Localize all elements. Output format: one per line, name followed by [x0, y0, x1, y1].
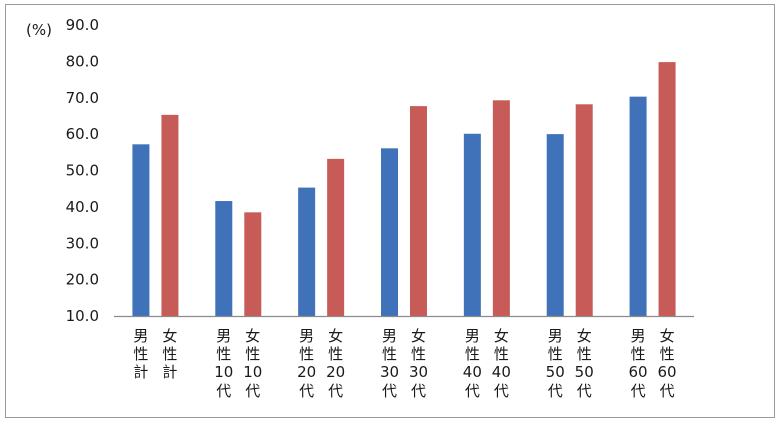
bar — [381, 148, 398, 316]
x-tick-label: 性 — [299, 345, 314, 363]
x-tick-label: 男 — [299, 327, 314, 345]
bar — [327, 158, 345, 316]
x-tick-label: 男 — [382, 327, 397, 345]
y-tick-label: 20.0 — [66, 271, 99, 289]
x-tick-label: 代 — [494, 382, 509, 400]
x-tick-label: 性 — [411, 345, 426, 363]
x-tick-label: 50 — [546, 363, 565, 381]
x-tick-label: 男 — [631, 327, 646, 345]
x-tick-label: 50 — [575, 363, 594, 381]
bar — [161, 114, 179, 316]
y-tick-label: 70.0 — [66, 89, 99, 107]
x-tick-label: 性 — [660, 345, 675, 363]
bar — [463, 133, 481, 316]
chart-frame: (%) 10.0 20.0 30.0 40.0 50.0 60.0 70.0 80.0 90.0… — [5, 4, 775, 418]
x-tick-label: 代 — [299, 382, 314, 400]
x-tick-label: 代 — [631, 382, 646, 400]
x-tick-label: 代 — [548, 382, 563, 400]
x-tick-label: 男 — [216, 327, 231, 345]
x-tick-label: 性 — [548, 345, 563, 363]
x-tick-label: 代 — [328, 382, 343, 400]
x-tick-label: 性 — [631, 345, 646, 363]
x-tick-label: 女 — [245, 327, 260, 345]
bar — [244, 212, 262, 316]
x-tick-label: 10 — [243, 363, 262, 381]
x-tick-label: 60 — [629, 363, 648, 381]
x-tick-label: 女 — [494, 327, 509, 345]
x-tick-label: 女 — [660, 327, 675, 345]
y-tick-label: 10.0 — [66, 307, 99, 325]
y-unit-label: (%) — [26, 21, 52, 39]
x-tick-label: 女 — [328, 327, 343, 345]
x-tick-label: 計 — [162, 363, 177, 381]
x-tick-label: 60 — [658, 363, 677, 381]
x-tick-label: 40 — [463, 363, 482, 381]
x-tick-label: 30 — [409, 363, 428, 381]
bars — [132, 62, 676, 317]
y-tick-label: 50.0 — [66, 162, 99, 180]
x-tick-label: 性 — [133, 345, 148, 363]
bar — [132, 144, 150, 316]
bar — [298, 187, 316, 316]
bar — [492, 100, 510, 316]
x-tick-label: 40 — [492, 363, 511, 381]
y-tick-label: 80.0 — [66, 52, 99, 70]
y-tick-label: 60.0 — [66, 125, 99, 143]
x-tick-label: 性 — [382, 345, 397, 363]
x-tick-label: 代 — [411, 382, 426, 400]
bar — [410, 106, 427, 317]
x-axis-labels: 男性計女性計男性10代女性10代男性20代女性20代男性30代女性30代男性40… — [133, 327, 676, 400]
x-tick-label: 性 — [465, 345, 480, 363]
x-tick-label: 20 — [326, 363, 345, 381]
x-tick-label: 代 — [465, 382, 480, 400]
x-tick-label: 性 — [216, 345, 231, 363]
x-tick-label: 20 — [297, 363, 316, 381]
x-tick-label: 女 — [577, 327, 592, 345]
y-tick-label: 40.0 — [66, 198, 99, 216]
bar — [575, 104, 593, 316]
x-tick-label: 性 — [577, 345, 592, 363]
x-tick-label: 女 — [162, 327, 177, 345]
bar — [629, 96, 647, 316]
bar — [546, 134, 564, 316]
bar — [215, 201, 233, 316]
x-tick-label: 性 — [328, 345, 343, 363]
y-axis-ticks: 10.0 20.0 30.0 40.0 50.0 60.0 70.0 80.0 90.0 — [66, 16, 99, 325]
x-tick-label: 男 — [548, 327, 563, 345]
y-tick-label: 90.0 — [66, 16, 99, 34]
x-tick-label: 性 — [162, 345, 177, 363]
x-tick-label: 代 — [245, 382, 260, 400]
x-tick-label: 性 — [494, 345, 509, 363]
x-tick-label: 10 — [214, 363, 233, 381]
bar — [658, 62, 676, 316]
bar-chart: (%) 10.0 20.0 30.0 40.0 50.0 60.0 70.0 80.0 90.0… — [26, 16, 694, 400]
x-tick-label: 30 — [380, 363, 399, 381]
x-tick-label: 計 — [133, 363, 148, 381]
x-tick-label: 女 — [411, 327, 426, 345]
x-tick-label: 代 — [660, 382, 675, 400]
x-tick-label: 男 — [465, 327, 480, 345]
x-tick-label: 男 — [133, 327, 148, 345]
y-tick-label: 30.0 — [66, 234, 99, 252]
x-tick-label: 代 — [216, 382, 231, 400]
x-tick-label: 代 — [382, 382, 397, 400]
x-tick-label: 性 — [245, 345, 260, 363]
x-tick-label: 代 — [577, 382, 592, 400]
